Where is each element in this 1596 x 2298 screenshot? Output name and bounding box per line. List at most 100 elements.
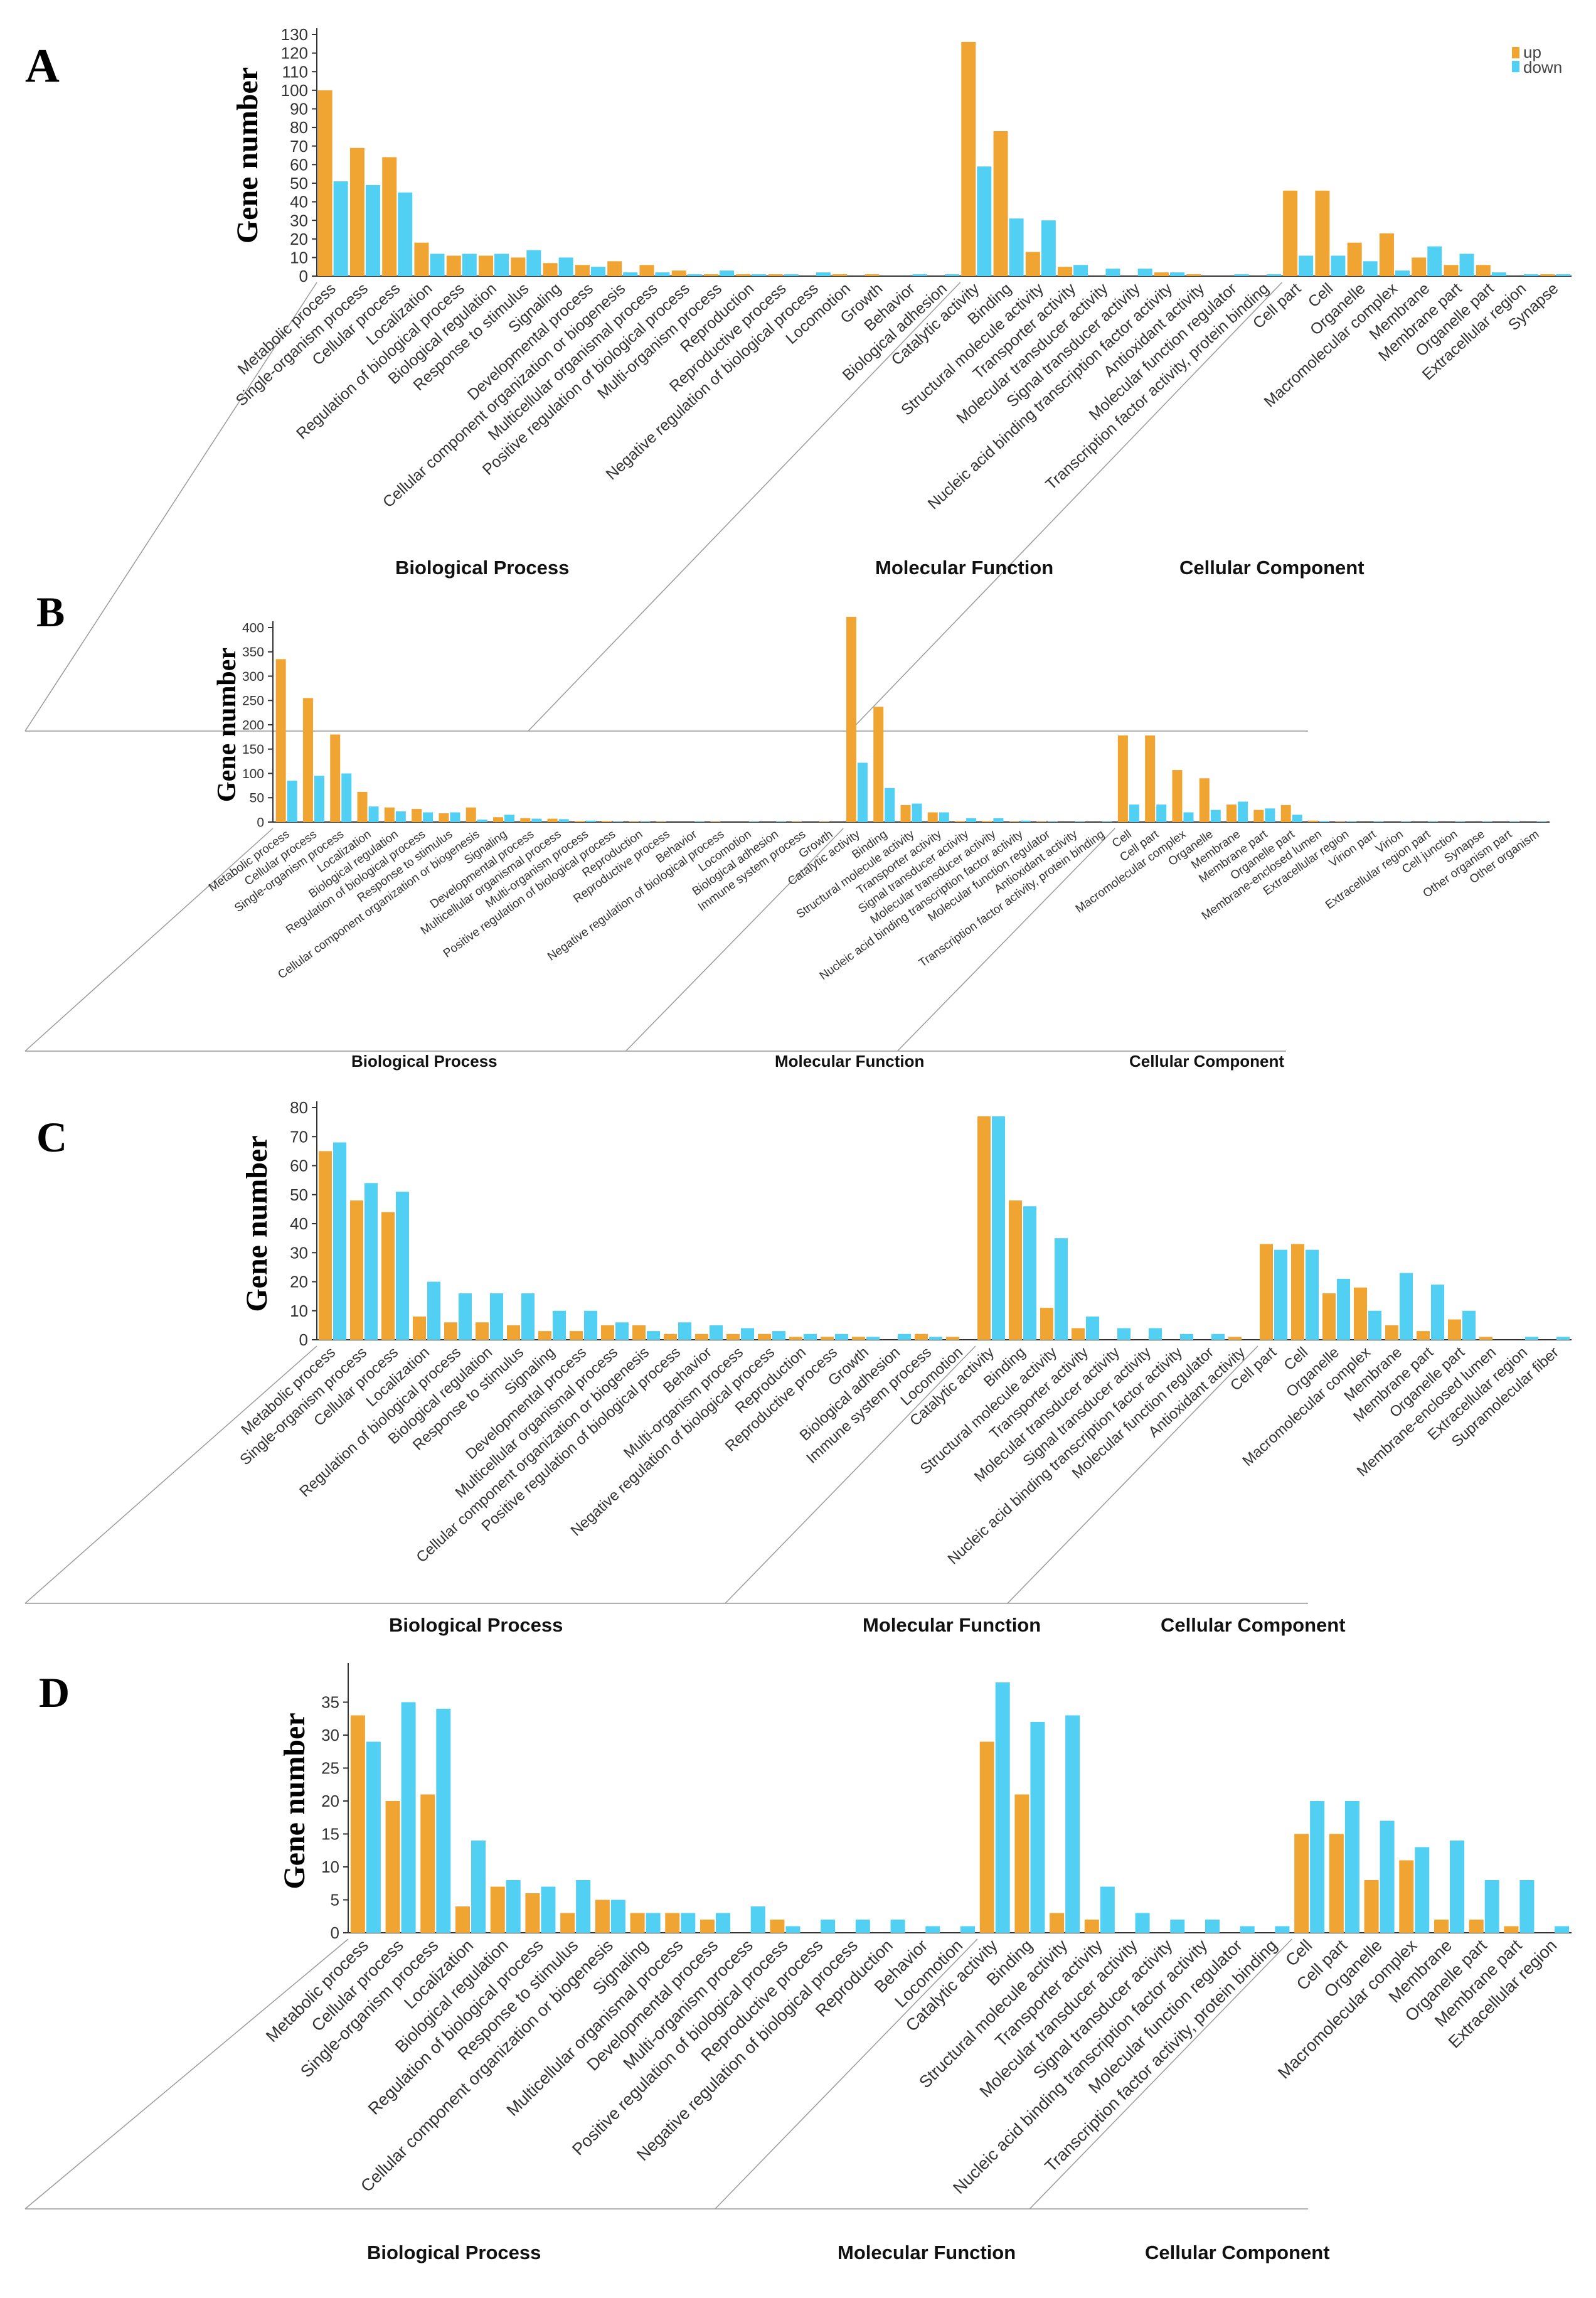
bar-up-multi-organism-process <box>574 821 585 822</box>
y-tick-label: 60 <box>290 1157 308 1175</box>
bar-up-positive-regulation-of-biological-process <box>664 1333 677 1340</box>
bar-up-cellular-process <box>302 698 313 822</box>
bar-up-molecular-transducer-activity <box>982 821 992 822</box>
bar-down-response-to-stimulus <box>526 250 541 276</box>
bar-up-binding <box>993 131 1008 276</box>
group-separator-guide <box>625 828 844 1052</box>
bar-down-other-organism <box>1536 821 1547 822</box>
y-tick-label: 30 <box>290 1243 308 1262</box>
bar-down-organelle <box>1380 1820 1395 1933</box>
y-tick-label: 200 <box>242 718 264 732</box>
bar-down-binding <box>1023 1206 1036 1340</box>
bar-down-molecular-function-regulator <box>1240 1926 1255 1933</box>
y-tick-label: 120 <box>281 44 308 63</box>
bar-up-catalytic-activity <box>979 1741 994 1933</box>
bar-up-negative-regulation-of-biological-process <box>758 1333 771 1340</box>
bar-down-biological-regulation <box>494 254 509 276</box>
bar-down-reproduction <box>804 1333 817 1340</box>
y-tick-label: 10 <box>290 248 308 267</box>
y-tick-label: 90 <box>290 100 308 119</box>
bar-up-positive-regulation-of-biological-process <box>770 1920 785 1933</box>
group-separator-guide <box>528 282 961 732</box>
bar-down-macromolecular-complex <box>1368 1310 1381 1340</box>
bar-up-transporter-activity <box>1084 1920 1099 1933</box>
bar-up-multicellular-organismal-process <box>665 1913 680 1933</box>
bar-down-reproduction <box>890 1920 905 1933</box>
bar-up-multicellular-organismal-process <box>601 1325 614 1340</box>
bar-down-macromolecular-complex <box>1415 1847 1430 1933</box>
bar-up-cellular-component-organization-or-biogenesis <box>607 261 622 276</box>
bar-up-reproduction <box>736 274 751 276</box>
bar-down-organelle <box>1337 1278 1350 1340</box>
bar-down-transcription-factor-activity-protein-binding <box>1275 1926 1290 1933</box>
y-tick-label: 250 <box>242 694 264 708</box>
bar-down-developmental-process <box>590 267 605 276</box>
bar-up-localization <box>455 1906 470 1933</box>
bar-down-virion-part <box>1373 821 1384 822</box>
bar-down-signal-transducer-activity <box>1137 269 1152 276</box>
bar-up-cellular-process <box>385 1801 400 1933</box>
bar-down-molecular-function-regulator <box>1047 821 1058 822</box>
group-label-molecular-function: Molecular Function <box>838 2242 1016 2263</box>
bar-down-multicellular-organismal-process <box>615 1322 629 1340</box>
y-tick-label: 100 <box>281 81 308 100</box>
perspective-guide-left <box>24 1345 317 1604</box>
bar-down-multicellular-organismal-process <box>681 1913 696 1933</box>
bar-down-signaling <box>558 257 573 276</box>
bar-down-single-organism-process <box>365 184 380 276</box>
bar-up-biological-regulation <box>476 1322 489 1340</box>
bar-down-macromolecular-complex <box>1395 270 1410 276</box>
bar-down-transporter-activity <box>1086 1317 1099 1340</box>
perspective-guide-left <box>24 282 317 732</box>
bar-down-antioxidant-activity <box>1075 821 1085 822</box>
bar-down-membrane-part <box>1459 254 1474 276</box>
panel-letter: A <box>25 40 60 92</box>
bar-down-supramolecular-fiber <box>1556 1337 1570 1340</box>
y-tick-label: 80 <box>290 118 308 137</box>
bar-up-locomotion <box>833 274 848 276</box>
bar-down-regulation-of-biological-process <box>541 1886 556 1933</box>
y-tick-label: 80 <box>290 1098 308 1117</box>
bar-down-behavior <box>694 821 705 822</box>
bar-up-multi-organism-process <box>726 1333 740 1340</box>
bar-down-cellular-process <box>398 192 413 276</box>
perspective-guide-left <box>24 1938 349 2210</box>
bar-up-catalytic-activity <box>961 41 976 276</box>
panel-letter: B <box>36 588 65 636</box>
bar-up-biological-regulation <box>490 1886 505 1933</box>
group-label-molecular-function: Molecular Function <box>875 557 1053 579</box>
bar-up-response-to-stimulus <box>511 257 526 276</box>
bar-up-cell <box>1294 1834 1309 1933</box>
bar-down-molecular-transducer-activity <box>993 818 1004 822</box>
bar-down-extracellular-region-part <box>1428 821 1439 822</box>
bar-down-cell <box>1306 1249 1319 1340</box>
y-tick-label: 0 <box>299 1330 308 1349</box>
bar-up-developmental-process <box>520 818 531 822</box>
y-tick-label: 0 <box>299 267 308 286</box>
bar-up-cell <box>1117 735 1128 822</box>
bar-up-cellular-component-organization-or-biogenesis <box>632 1325 646 1340</box>
bar-down-behavior <box>912 274 927 276</box>
y-axis-label: Gene number <box>278 1713 311 1889</box>
bar-down-localization <box>368 806 379 822</box>
bar-down-regulation-of-biological-process <box>459 1293 472 1340</box>
bar-up-signal-transducer-activity <box>955 821 966 822</box>
bar-down-single-organism-process <box>436 1709 451 1933</box>
bar-up-organelle <box>1199 778 1210 822</box>
bar-up-extracellular-region <box>1335 821 1346 822</box>
bar-down-membrane-part <box>1431 1285 1444 1340</box>
bar-down-cellular-component-organization-or-biogenesis <box>623 272 638 276</box>
bar-down-molecular-transducer-activity <box>1135 1913 1150 1933</box>
bar-up-biological-regulation <box>384 807 395 822</box>
bar-down-metabolic-process <box>333 1142 346 1340</box>
bar-down-nucleic-acid-binding-transcription-factor-activity <box>1180 1333 1193 1340</box>
bar-up-membrane-part <box>1444 265 1459 276</box>
bar-down-response-to-stimulus <box>521 1293 535 1340</box>
bar-down-behavior <box>925 1926 940 1933</box>
bar-down-virion <box>1400 821 1411 822</box>
legend-swatch-up <box>1512 47 1519 58</box>
bar-down-extracellular-region <box>1524 274 1539 276</box>
bar-up-signaling <box>543 263 558 276</box>
bar-up-growth <box>864 274 880 276</box>
y-tick-label: 110 <box>282 62 308 81</box>
